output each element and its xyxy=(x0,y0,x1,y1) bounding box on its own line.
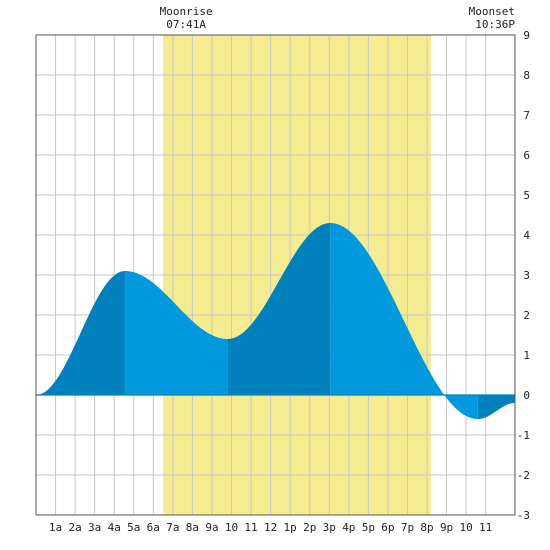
tide-area xyxy=(36,223,515,419)
plot-border xyxy=(35,34,516,516)
y-tick-label: 1 xyxy=(523,349,530,362)
x-tick-label: 6p xyxy=(381,521,394,534)
y-tick-label: 8 xyxy=(523,69,530,82)
plot-frame xyxy=(35,34,516,516)
x-tick-label: 5a xyxy=(127,521,140,534)
x-tick-label: 7a xyxy=(166,521,179,534)
tide-rising-segment xyxy=(477,395,515,419)
x-tick-label: 2a xyxy=(68,521,81,534)
y-tick-label: 3 xyxy=(523,269,530,282)
moon-labels: Moonrise 07:41A Moonset 10:36P xyxy=(160,5,516,31)
y-tick-label: 0 xyxy=(523,389,530,402)
x-tick-label: 11 xyxy=(244,521,257,534)
tide-rising-segment xyxy=(227,223,331,395)
x-tick-label: 10 xyxy=(459,521,472,534)
x-tick-label: 1a xyxy=(49,521,62,534)
x-tick-label: 9a xyxy=(205,521,218,534)
y-tick-label: -3 xyxy=(517,509,530,522)
x-tick-label: 10 xyxy=(225,521,238,534)
x-tick-label: 8p xyxy=(420,521,433,534)
tide-falling-segment xyxy=(124,271,228,395)
y-tick-label: 6 xyxy=(523,149,530,162)
x-tick-label: 12 xyxy=(264,521,277,534)
x-tick-label: 8a xyxy=(186,521,199,534)
y-tick-label: -2 xyxy=(517,469,530,482)
x-tick-label: 9p xyxy=(440,521,453,534)
y-tick-label: 7 xyxy=(523,109,530,122)
moonrise-time: 07:41A xyxy=(166,18,206,31)
x-tick-label: 11 xyxy=(479,521,492,534)
x-tick-label: 6a xyxy=(147,521,160,534)
x-tick-label: 4a xyxy=(108,521,121,534)
y-tick-label: 9 xyxy=(523,29,530,42)
x-tick-label: 5p xyxy=(362,521,375,534)
moonset-label: Moonset xyxy=(469,5,515,18)
axis-labels: 1a 2a 3a 4a 5a 6a 7a 8a 9a 10 11 12 1p 2p 3p 4p 5p 6p 7p 8p… xyxy=(49,29,530,534)
x-tick-label: 2p xyxy=(303,521,316,534)
tide-falling-segment xyxy=(330,223,478,419)
y-tick-label: -1 xyxy=(517,429,530,442)
x-tick-label: 7p xyxy=(401,521,414,534)
x-tick-label: 1p xyxy=(284,521,297,534)
y-tick-label: 4 xyxy=(523,229,530,242)
moonset-time: 10:36P xyxy=(475,18,515,31)
y-tick-label: 5 xyxy=(523,189,530,202)
moonrise-label: Moonrise xyxy=(160,5,213,18)
x-tick-label: 3p xyxy=(323,521,336,534)
tide-rising-segment xyxy=(36,271,125,395)
x-tick-label: 3a xyxy=(88,521,101,534)
y-tick-label: 2 xyxy=(523,309,530,322)
x-tick-label: 4p xyxy=(342,521,355,534)
